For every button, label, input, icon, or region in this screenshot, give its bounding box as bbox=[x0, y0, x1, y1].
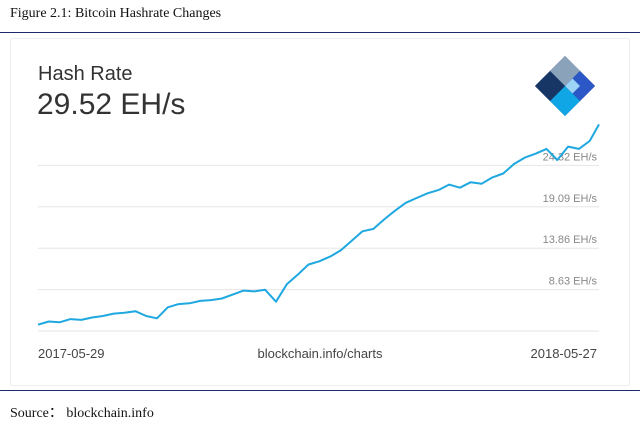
hashrate-chart: 8.63 EH/s13.86 EH/s19.09 EH/s24.32 EH/s … bbox=[37, 123, 600, 361]
x-end-label: 2018-05-27 bbox=[531, 346, 598, 361]
figure-caption: Figure 2.1: Bitcoin Hashrate Changes bbox=[10, 6, 222, 21]
chart-grid bbox=[38, 164, 599, 332]
y-tick-label: 19.09 EH/s bbox=[543, 193, 598, 205]
source-link[interactable]: blockchain.info/charts bbox=[257, 346, 383, 361]
bottom-rule bbox=[0, 390, 640, 391]
chart-card: Hash Rate 29.52 EH/s 8.63 EH/s 13.86 EH/s… bbox=[10, 38, 630, 386]
chart-title: Hash Rate bbox=[38, 63, 133, 85]
blockchain-logo-icon bbox=[535, 56, 595, 116]
top-rule bbox=[0, 32, 640, 33]
y-tick-label: 13.86 EH/s bbox=[543, 234, 598, 246]
y-tick-label: 8.63 EH/s bbox=[549, 276, 598, 288]
hashrate-series-line bbox=[37, 123, 600, 326]
x-start-label: 2017-05-29 bbox=[38, 346, 105, 361]
y-tick-labels: 8.63 EH/s13.86 EH/s19.09 EH/s24.32 EH/s bbox=[543, 151, 598, 287]
figure-source: Source： blockchain.info bbox=[10, 406, 154, 421]
current-hashrate-value: 29.52 EH/s bbox=[37, 88, 186, 121]
